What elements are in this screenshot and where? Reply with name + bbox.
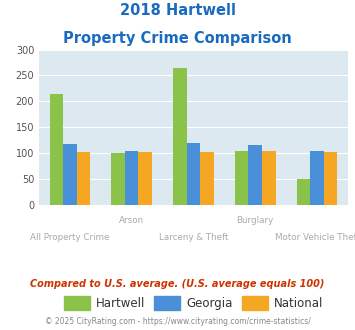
Bar	[138, 152, 152, 205]
Bar	[200, 152, 214, 205]
Text: Compared to U.S. average. (U.S. average equals 100): Compared to U.S. average. (U.S. average …	[30, 279, 325, 289]
Bar	[187, 143, 200, 205]
Bar	[77, 152, 90, 205]
Bar	[262, 151, 275, 205]
Bar	[297, 179, 310, 205]
Bar	[248, 145, 262, 205]
Bar	[50, 94, 63, 205]
Bar	[173, 68, 187, 205]
Text: Larceny & Theft: Larceny & Theft	[159, 233, 228, 242]
Text: © 2025 CityRating.com - https://www.cityrating.com/crime-statistics/: © 2025 CityRating.com - https://www.city…	[45, 317, 310, 326]
Bar	[310, 151, 324, 205]
Text: Property Crime Comparison: Property Crime Comparison	[63, 31, 292, 46]
Bar	[235, 151, 248, 205]
Text: All Property Crime: All Property Crime	[30, 233, 110, 242]
Bar	[63, 144, 77, 205]
Bar	[324, 152, 337, 205]
Text: Arson: Arson	[119, 216, 144, 225]
Bar	[125, 151, 138, 205]
Text: Burglary: Burglary	[237, 216, 274, 225]
Text: 2018 Hartwell: 2018 Hartwell	[120, 3, 235, 18]
Bar	[111, 153, 125, 205]
Text: Motor Vehicle Theft: Motor Vehicle Theft	[274, 233, 355, 242]
Legend: Hartwell, Georgia, National: Hartwell, Georgia, National	[59, 291, 328, 314]
